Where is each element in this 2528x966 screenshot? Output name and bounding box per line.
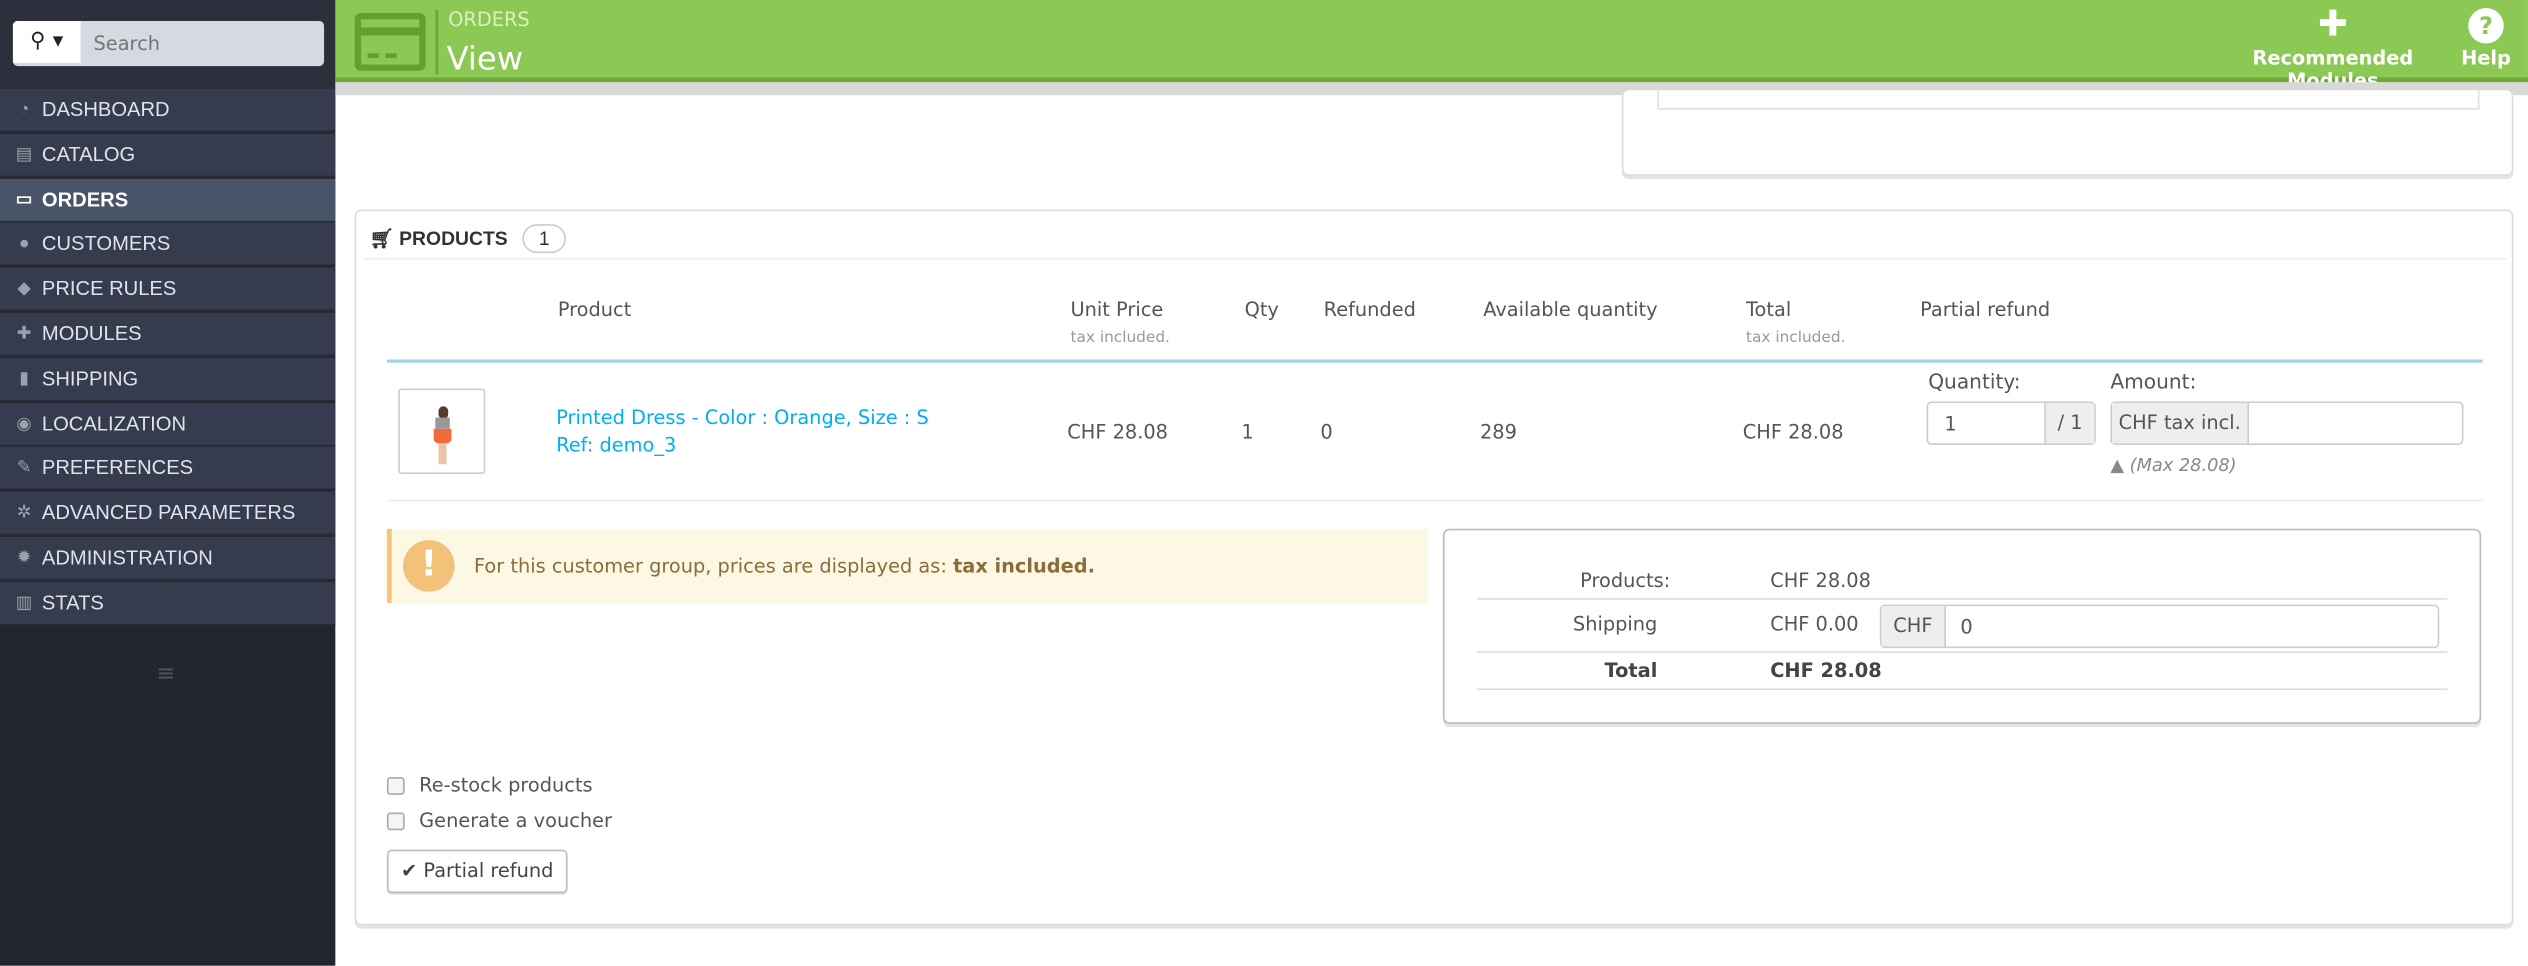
amount-label: Amount: — [2110, 369, 2197, 394]
amount-currency: CHF tax incl. — [2111, 403, 2250, 444]
help-icon: ? — [2468, 8, 2504, 44]
sidebar-item-modules[interactable]: ✚ MODULES — [0, 312, 336, 357]
products-label: Products: — [1580, 569, 1671, 592]
voucher-option[interactable]: Generate a voucher — [386, 809, 612, 832]
sidebar-item-label: MODULES — [41, 322, 142, 346]
credit-card-icon: ▭ — [15, 189, 33, 209]
col-total-sub: tax included. — [1746, 328, 1846, 347]
truck-icon: ▮ — [19, 368, 30, 389]
product-thumbnail[interactable] — [398, 388, 486, 474]
sidebar-item-label: DASHBOARD — [41, 98, 170, 121]
col-total: Total — [1746, 298, 1792, 321]
sidebar-item-label: STATS — [41, 591, 104, 614]
product-link[interactable]: Printed Dress - Color : Orange, Size : S — [556, 406, 929, 429]
warning-icon: ▲ — [2110, 454, 2125, 476]
search-icon[interactable]: ⚲ ▾ — [12, 20, 81, 63]
sidebar-item-shipping[interactable]: ▮ SHIPPING — [0, 357, 336, 402]
alert-icon: ! — [403, 540, 455, 592]
col-unit-price: Unit Price — [1070, 298, 1164, 321]
restock-checkbox[interactable] — [386, 776, 405, 795]
sidebar-item-localization[interactable]: ◉ LOCALIZATION — [0, 402, 336, 446]
sidebar-item-label: ADMINISTRATION — [41, 546, 213, 570]
shipping-refund-input[interactable] — [1947, 606, 2432, 647]
sidebar-item-label: CUSTOMERS — [41, 232, 171, 256]
row-total: CHF 28.08 — [1742, 420, 1844, 444]
total-value: CHF 28.08 — [1770, 659, 1882, 682]
quantity-max: / 1 — [2044, 403, 2095, 444]
sidebar-item-administration[interactable]: ✹ ADMINISTRATION — [0, 536, 336, 581]
total-label: Total — [1604, 659, 1658, 682]
refund-quantity-input[interactable] — [1928, 403, 2045, 444]
sidebar-item-label: PRICE RULES — [41, 277, 177, 301]
count-badge: 1 — [522, 224, 566, 254]
panel-heading: 🛒︎ PRODUCTS 1 — [369, 224, 566, 254]
cart-icon: 🛒︎ — [369, 227, 394, 250]
users-icon: ● — [18, 234, 30, 254]
puzzle-icon: ✚ — [16, 324, 32, 344]
help-button[interactable]: ? Help — [2454, 5, 2518, 69]
unit-price: CHF 28.08 — [1067, 420, 1169, 444]
puzzle-icon: ✚ — [2317, 4, 2348, 46]
wrench-icon: ✎ — [16, 458, 32, 478]
tax-notice: ! For this customer group, prices are di… — [386, 528, 1429, 603]
sidebar-item-label: PREFERENCES — [41, 456, 194, 480]
book-icon: ▤ — [15, 144, 33, 165]
menu-collapse-icon[interactable]: ≡ — [156, 661, 176, 687]
product-ref[interactable]: Ref: demo_3 — [556, 433, 677, 457]
sidebar-item-label: LOCALIZATION — [41, 412, 187, 435]
sidebar-item-label: ORDERS — [41, 187, 129, 211]
sidebar-item-label: ADVANCED PARAMETERS — [41, 501, 296, 525]
refund-quantity-group: / 1 — [1926, 401, 2096, 445]
cog-icon: ✹ — [16, 548, 32, 568]
sidebar-item-label: SHIPPING — [41, 367, 139, 390]
col-qty: Qty — [1244, 298, 1279, 321]
shipping-refund-group: CHF — [1879, 604, 2440, 649]
partial-refund-button[interactable]: ✔ Partial refund — [386, 849, 568, 894]
dashboard-icon: ◔ — [18, 99, 30, 120]
order-panel-partial — [1621, 90, 2514, 176]
recommended-modules-button[interactable]: ✚ Recommended Modules — [2218, 5, 2447, 92]
col-available: Available quantity — [1483, 298, 1658, 321]
breadcrumb[interactable]: ORDERS — [448, 8, 530, 31]
search-box: ⚲ ▾ — [12, 20, 325, 67]
page-header: ORDERS View ✚ Recommended Modules ? Help — [335, 0, 2528, 92]
totals-panel: Products: CHF 28.08 Shipping CHF 0.00 CH… — [1442, 528, 2482, 724]
refunded: 0 — [1320, 420, 1333, 444]
sidebar-item-price-rules[interactable]: ◆ PRICE RULES — [0, 267, 336, 312]
sidebar-item-catalog[interactable]: ▤ CATALOG — [0, 133, 336, 178]
sidebar-item-dashboard[interactable]: ◔ DASHBOARD — [0, 88, 336, 133]
products-panel: 🛒︎ PRODUCTS 1 Product Unit Price tax inc… — [354, 209, 2514, 926]
shipping-value: CHF 0.00 — [1770, 612, 1859, 636]
qty: 1 — [1241, 420, 1254, 444]
shipping-currency: CHF — [1881, 606, 1946, 647]
page-title: View — [446, 38, 524, 78]
credit-card-icon — [354, 12, 426, 71]
shipping-label: Shipping — [1572, 612, 1658, 636]
check-icon: ✔ — [401, 859, 418, 882]
refund-amount-input[interactable] — [2250, 403, 2461, 444]
sidebar-item-preferences[interactable]: ✎ PREFERENCES — [0, 447, 336, 491]
available-quantity: 289 — [1479, 420, 1517, 444]
globe-icon: ◉ — [16, 413, 32, 434]
col-partial-refund: Partial refund — [1920, 298, 2051, 321]
restock-option[interactable]: Re-stock products — [386, 774, 593, 796]
refund-amount-group: CHF tax incl. — [2110, 401, 2464, 445]
col-refunded: Refunded — [1323, 298, 1416, 321]
sidebar-item-stats[interactable]: ▥ STATS — [0, 581, 336, 626]
quantity-label: Quantity: — [1928, 369, 2021, 394]
sidebar-item-advanced-parameters[interactable]: ✲ ADVANCED PARAMETERS — [0, 492, 336, 536]
sidebar-item-customers[interactable]: ● CUSTOMERS — [0, 223, 336, 267]
search-input[interactable] — [93, 20, 320, 67]
tags-icon: ◆ — [17, 279, 32, 299]
bar-chart-icon: ▥ — [15, 592, 33, 613]
cogs-icon: ✲ — [16, 503, 32, 523]
col-unit-price-sub: tax included. — [1070, 328, 1170, 347]
sidebar-item-label: CATALOG — [41, 143, 136, 166]
voucher-checkbox[interactable] — [386, 811, 405, 830]
max-amount-hint: ▲ (Max 28.08) — [2110, 454, 2237, 476]
products-value: CHF 28.08 — [1770, 569, 1871, 592]
sidebar: ⚲ ▾ ◔ DASHBOARD ▤ CATALOG ▭ ORDERS ● CUSTOMERS ◆… — [0, 0, 336, 966]
sidebar-item-orders[interactable]: ▭ ORDERS — [0, 178, 336, 222]
col-product: Product — [557, 298, 632, 321]
